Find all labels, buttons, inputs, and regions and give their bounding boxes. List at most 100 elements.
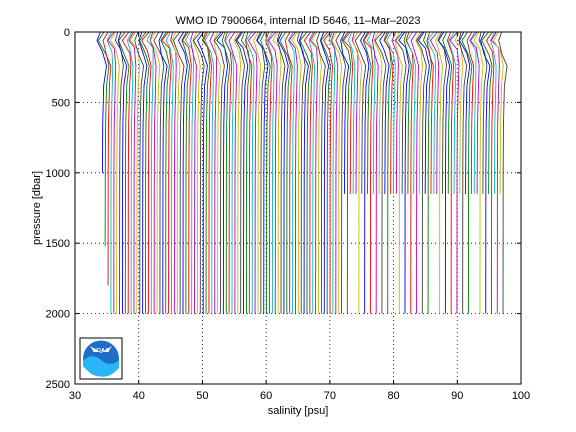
profile-line [165,31,174,314]
profile-line [410,31,420,314]
x-tick-label: 90 [451,390,463,402]
x-axis-label: salinity [psu] [268,405,329,417]
x-tick-label: 100 [512,390,530,402]
y-tick-label: 2000 [46,309,70,321]
profile-line [118,31,130,314]
profile-line [190,31,197,314]
profile-line [309,31,319,314]
y-tick-label: 1000 [46,168,70,180]
profile-line [362,31,372,194]
profile-line [233,31,242,314]
profile-line [316,31,326,314]
profile-line [184,31,194,314]
profile-line [170,31,177,314]
profile-line [415,31,423,194]
profile-line [288,31,298,314]
profile-line [106,31,114,314]
profile-line [240,31,251,314]
profile-line [256,31,269,314]
profile-line [426,31,437,194]
profile-line [391,31,399,194]
y-tick-label: 1500 [46,238,70,250]
profile-line [311,31,322,314]
profile-line [128,31,137,314]
profile-line [429,31,440,194]
profile-line [446,31,454,314]
profile-line [340,31,350,194]
profile-line [363,31,374,314]
profile-line [146,31,154,314]
profile-line [224,31,235,314]
profile-line [319,31,329,314]
profile-line [469,31,477,194]
profile-line [366,31,376,194]
profile-line [398,31,410,314]
profile-line [213,31,221,314]
profile-line [171,31,181,314]
profile-line [260,31,271,314]
profile-line [236,31,249,314]
profile-line [150,31,161,314]
profile-line [267,31,278,314]
profile-line [454,31,464,194]
x-tick-label: 80 [387,390,399,402]
profile-line [373,31,383,194]
profile-line [492,31,504,194]
profile-line [384,31,394,194]
profile-line [160,31,170,314]
y-axis-label: pressure [dbar] [31,171,43,245]
profile-line [435,31,444,314]
profile-line [342,31,354,194]
axes-box [74,31,522,385]
profile-line [158,31,168,314]
profile-line [335,31,346,314]
profile-line [379,31,390,194]
profile-line [328,31,336,314]
profile-line [201,31,211,314]
x-tick-label: 40 [133,390,145,402]
profile-line [426,31,434,194]
profile-line [245,31,253,314]
profile-line [204,31,215,314]
profiles [96,31,508,314]
profile-line [216,31,229,314]
profile-line [139,31,150,314]
profile-line [416,31,427,314]
profile-line [403,31,412,194]
x-tick-label: 70 [324,390,336,402]
profile-line [490,31,500,314]
profile-line [478,31,488,194]
profile-line [276,31,286,314]
y-tick-label: 2500 [46,379,70,391]
y-tick-label: 0 [64,27,70,39]
profile-line [449,31,460,314]
profile-line [291,31,302,314]
profile-line [331,31,343,314]
profile-line [458,31,468,314]
profile-line [473,31,484,314]
profile-line [448,31,457,194]
profile-line [272,31,282,314]
profile-line [442,31,453,194]
profile-line [126,31,134,314]
profile-line [265,31,273,314]
x-tick-label: 30 [69,390,81,402]
logo-text: NOAA [93,348,109,354]
ticks [74,31,522,385]
profile-line [298,31,309,314]
profile-line [149,31,157,314]
profile-line [117,31,128,314]
profile-line [234,31,246,314]
profile-line [303,31,313,314]
profile-line [102,31,112,286]
profile-line [284,31,293,314]
y-tick-label: 500 [52,97,70,109]
profile-line [224,31,233,314]
profile-line [177,31,188,314]
profile-line [209,31,218,314]
profile-line [114,31,124,314]
profile-line [374,31,387,314]
profile-line [277,31,289,314]
